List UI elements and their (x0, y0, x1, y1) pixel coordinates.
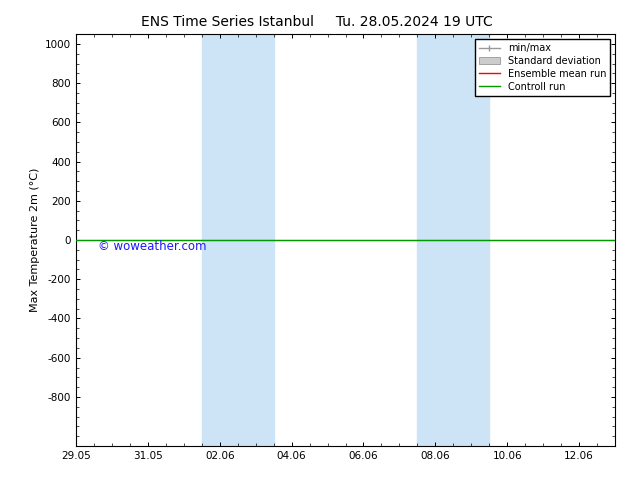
Text: © woweather.com: © woweather.com (98, 240, 206, 253)
Bar (417, 34, 489, 446)
Y-axis label: Max Temperature 2m (°C): Max Temperature 2m (°C) (30, 168, 39, 312)
Legend: min/max, Standard deviation, Ensemble mean run, Controll run: min/max, Standard deviation, Ensemble me… (475, 39, 610, 96)
Bar (202, 34, 274, 446)
Text: ENS Time Series Istanbul     Tu. 28.05.2024 19 UTC: ENS Time Series Istanbul Tu. 28.05.2024 … (141, 15, 493, 29)
